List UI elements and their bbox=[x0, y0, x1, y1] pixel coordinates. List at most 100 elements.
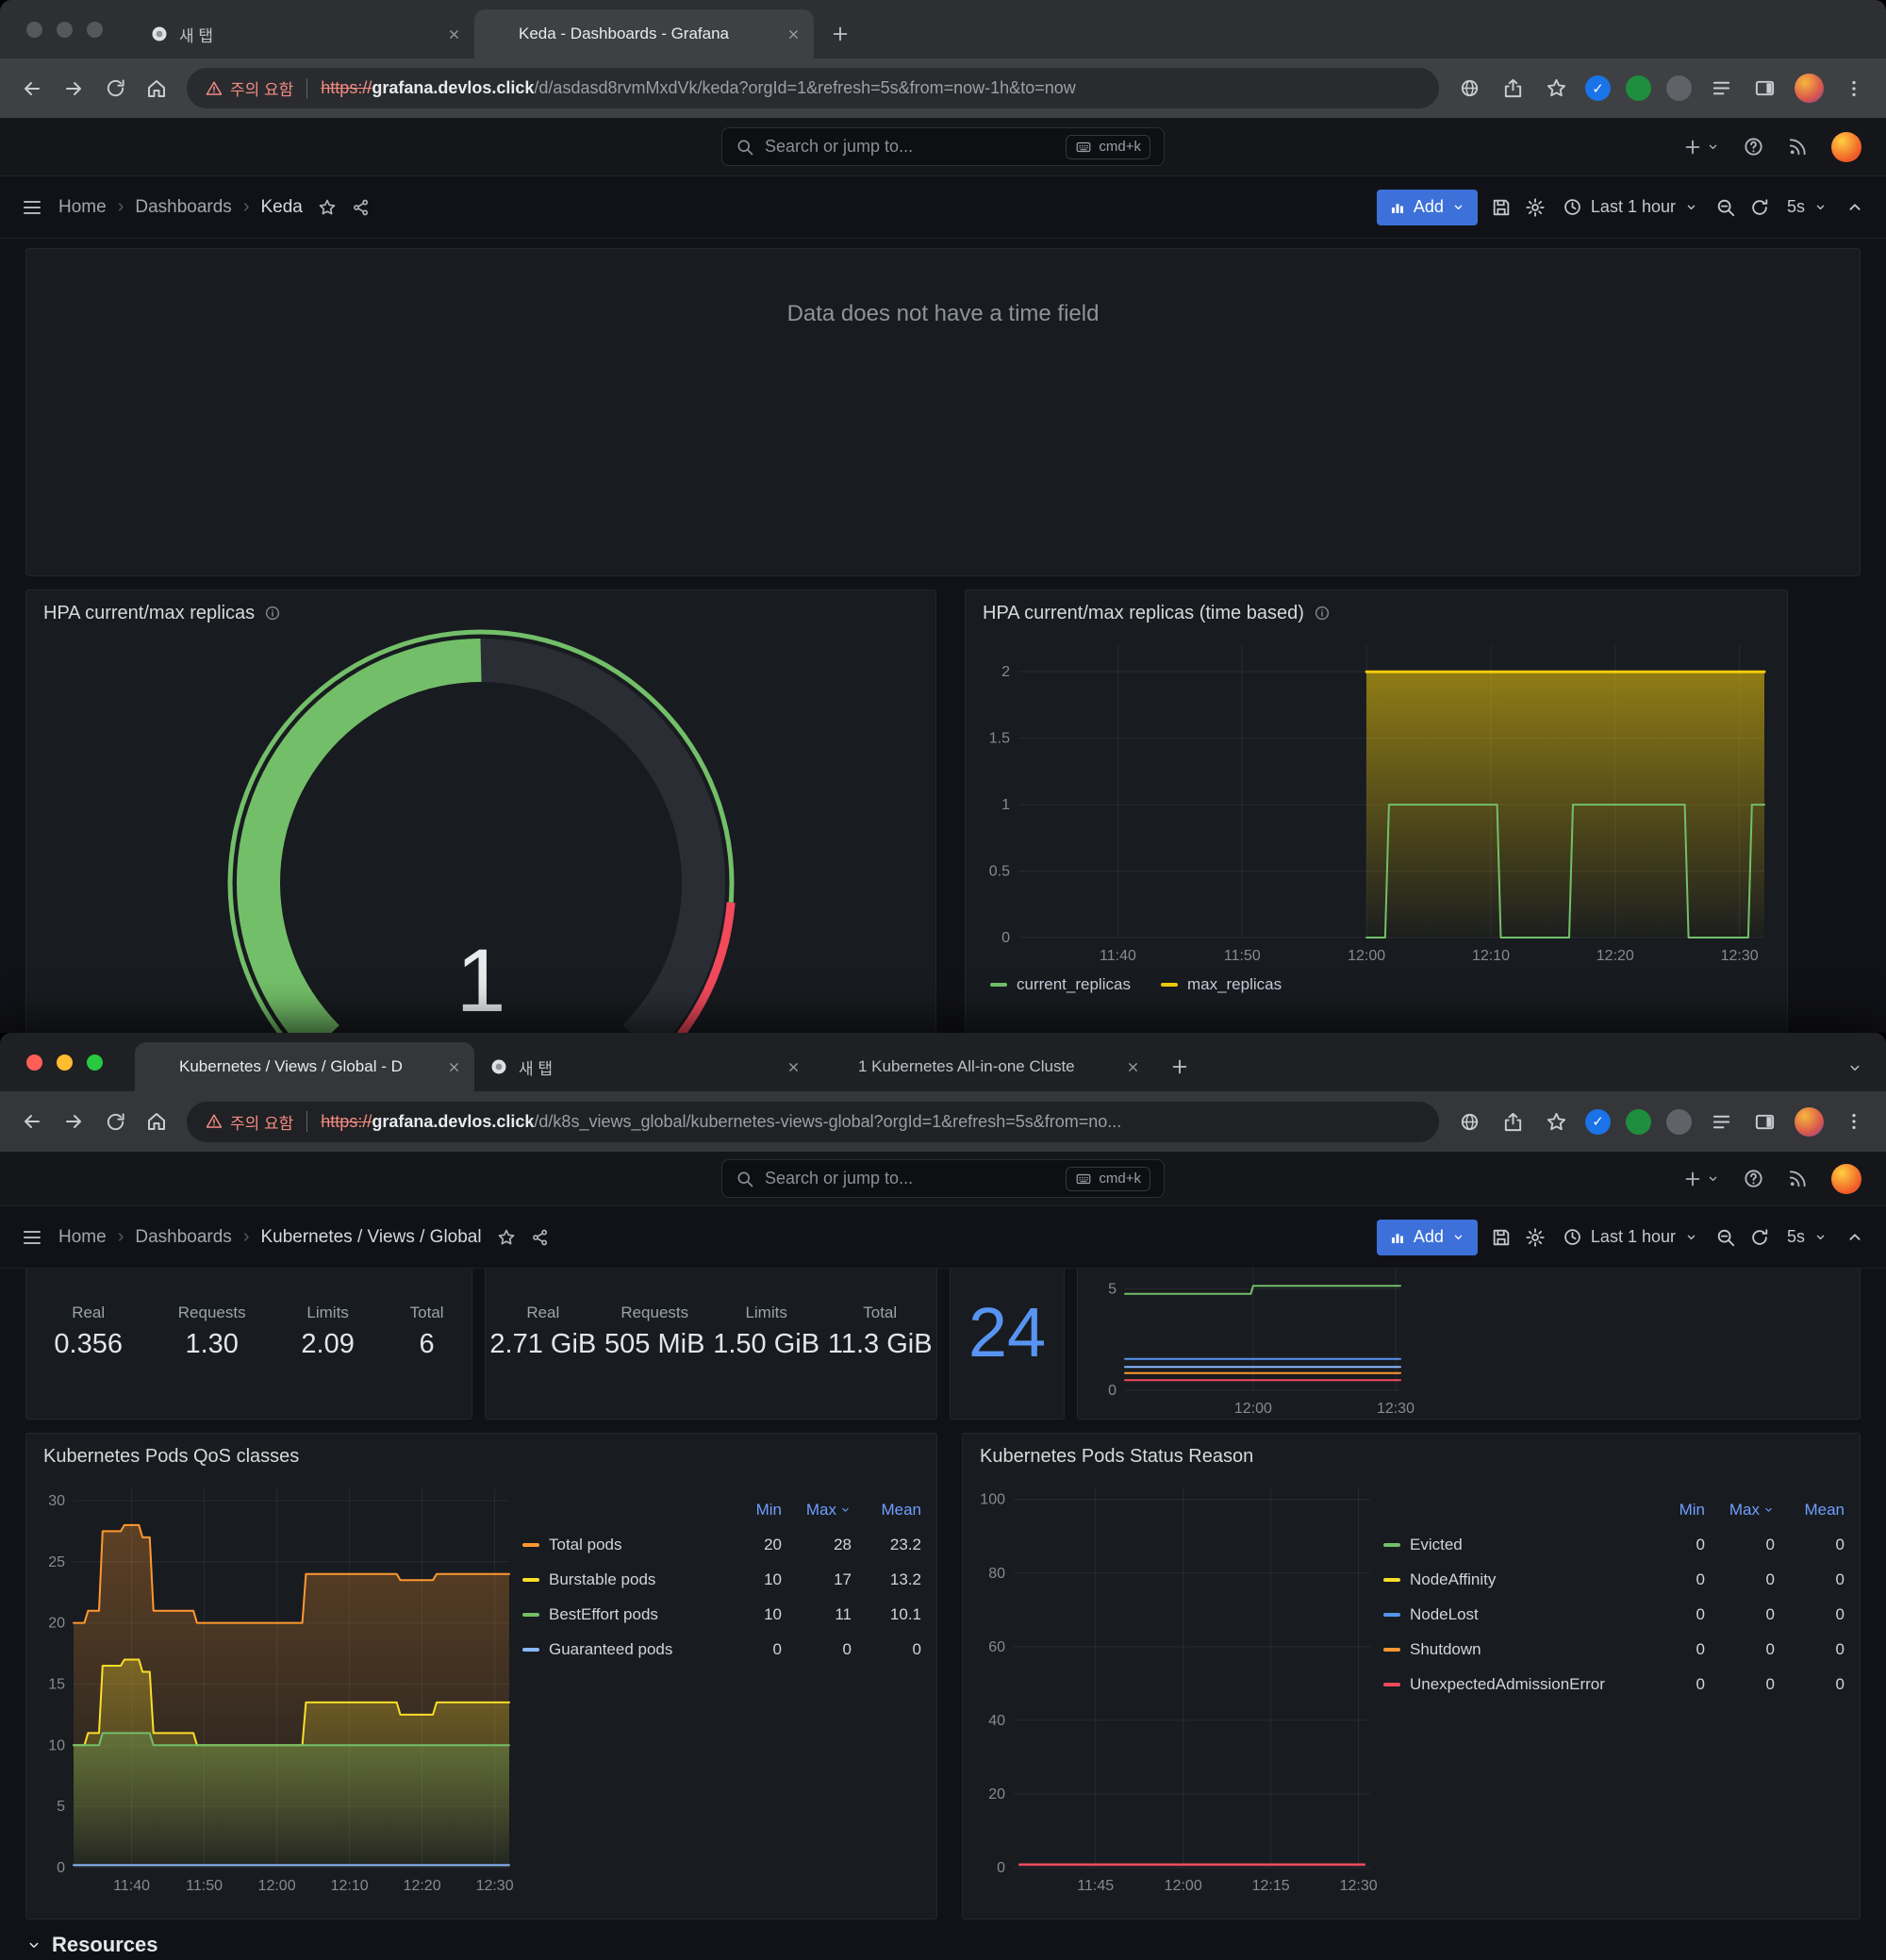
qos-chart[interactable]: 0 5 10 15 20 25 30 11:40 11:50 12:00 12:10 12:20 12:… bbox=[36, 1479, 522, 1900]
section-resources[interactable]: Resources bbox=[25, 1933, 1861, 1957]
tab-kubernetes-cluster[interactable]: 1 Kubernetes All-in-one Cluste bbox=[814, 1042, 1153, 1091]
translate-icon[interactable] bbox=[1448, 1101, 1490, 1142]
mega-menu-toggle[interactable] bbox=[21, 196, 43, 219]
resource-mini-chart[interactable]: 0 5 12:00 12:30 bbox=[1097, 1269, 1414, 1417]
legend-row[interactable]: Total pods 20 28 23.2 bbox=[522, 1527, 921, 1562]
extension-badge-icon[interactable] bbox=[1626, 75, 1651, 101]
tab-keda-dashboard[interactable]: Keda - Dashboards - Grafana bbox=[474, 9, 814, 58]
panel-title[interactable]: Kubernetes Pods Status Reason bbox=[980, 1445, 1254, 1467]
legend-sort-max[interactable]: Max bbox=[1705, 1501, 1775, 1520]
minimize-window-button[interactable] bbox=[57, 21, 73, 38]
user-avatar[interactable] bbox=[1831, 1163, 1861, 1194]
legend-label[interactable]: Evicted bbox=[1410, 1535, 1463, 1553]
browser-menu-kebab-icon[interactable] bbox=[1833, 68, 1875, 109]
close-window-button[interactable] bbox=[26, 1054, 42, 1071]
legend-sort-min[interactable]: Min bbox=[755, 1500, 782, 1519]
favorite-dashboard-icon[interactable] bbox=[497, 1228, 516, 1247]
legend-item[interactable]: current_replicas bbox=[990, 975, 1131, 994]
panel-status-reason[interactable]: Kubernetes Pods Status Reason 0 20 40 60 80 1… bbox=[962, 1433, 1861, 1919]
create-menu-button[interactable] bbox=[1682, 1169, 1720, 1189]
panel-resource-mini-chart[interactable]: 0 5 12:00 12:30 bbox=[1077, 1269, 1861, 1420]
tab-close-icon[interactable] bbox=[782, 1055, 804, 1078]
split-view-icon[interactable] bbox=[1744, 68, 1785, 109]
bookmark-star-icon[interactable] bbox=[1535, 1101, 1577, 1142]
hpa-gauge-chart[interactable]: 1 bbox=[34, 629, 928, 1033]
zoom-window-button[interactable] bbox=[87, 1054, 103, 1071]
share-icon[interactable] bbox=[1492, 68, 1533, 109]
legend-label[interactable]: Total pods bbox=[549, 1535, 622, 1553]
news-icon[interactable] bbox=[1787, 1168, 1809, 1189]
tab-search-button[interactable] bbox=[1846, 1059, 1863, 1076]
reading-list-icon[interactable] bbox=[1700, 1101, 1742, 1142]
legend-sort-mean[interactable]: Mean bbox=[1804, 1500, 1845, 1519]
time-range-picker[interactable]: Last 1 hour bbox=[1559, 1220, 1702, 1255]
legend-label[interactable]: BestEffort pods bbox=[549, 1604, 658, 1623]
legend-label[interactable]: Burstable pods bbox=[549, 1570, 656, 1588]
zoom-out-time-button[interactable] bbox=[1715, 197, 1736, 218]
zoom-out-time-button[interactable] bbox=[1715, 1227, 1736, 1248]
collapse-toolbar-icon[interactable] bbox=[1845, 197, 1865, 218]
tab-close-icon[interactable] bbox=[442, 23, 465, 45]
panel-header[interactable]: HPA current/max replicas bbox=[26, 590, 935, 636]
panel-title[interactable]: HPA current/max replicas bbox=[43, 602, 256, 623]
add-panel-button[interactable]: Add bbox=[1376, 1219, 1478, 1255]
forward-button[interactable] bbox=[53, 68, 94, 109]
tab-new-tab[interactable]: 새 탭 bbox=[135, 9, 474, 58]
refresh-dashboard-button[interactable] bbox=[1749, 197, 1770, 218]
tab-close-icon[interactable] bbox=[782, 23, 804, 45]
home-button[interactable] bbox=[136, 68, 177, 109]
breadcrumb-home[interactable]: Home bbox=[58, 1226, 107, 1247]
legend-row[interactable]: Guaranteed pods 0 0 0 bbox=[522, 1632, 921, 1667]
legend-label[interactable]: UnexpectedAdmissionError bbox=[1410, 1674, 1605, 1693]
status-reason-chart[interactable]: 0 20 40 60 80 100 11:45 12:00 12:15 12:30 bbox=[972, 1479, 1383, 1900]
legend-label[interactable]: Shutdown bbox=[1410, 1639, 1481, 1658]
site-warning[interactable]: 주의 요함 bbox=[206, 1110, 293, 1134]
refresh-interval-picker[interactable]: 5s bbox=[1783, 1220, 1831, 1255]
search-input[interactable]: Search or jump to... cmd+k bbox=[721, 127, 1165, 166]
panel-header[interactable]: HPA current/max replicas (time based) bbox=[966, 590, 1787, 636]
reading-list-icon[interactable] bbox=[1700, 68, 1742, 109]
profile-avatar[interactable] bbox=[1795, 74, 1824, 103]
forward-button[interactable] bbox=[53, 1101, 94, 1142]
legend-row[interactable]: Evicted 0 0 0 bbox=[1383, 1527, 1845, 1562]
legend-sort-mean[interactable]: Mean bbox=[881, 1500, 921, 1519]
dashboard-settings-button[interactable] bbox=[1525, 1227, 1546, 1248]
back-button[interactable] bbox=[11, 68, 53, 109]
profile-avatar[interactable] bbox=[1795, 1106, 1824, 1137]
reload-button[interactable] bbox=[94, 1101, 136, 1142]
share-dashboard-icon[interactable] bbox=[352, 198, 371, 217]
tab-new-tab[interactable]: 새 탭 bbox=[474, 1042, 814, 1091]
extension-badge-icon[interactable] bbox=[1626, 1108, 1651, 1135]
password-check-badge-icon[interactable]: ✓ bbox=[1585, 1108, 1611, 1135]
translate-icon[interactable] bbox=[1448, 68, 1490, 109]
address-bar[interactable]: 주의 요함 https://grafana.devlos.click/d/asd… bbox=[187, 68, 1439, 108]
mega-menu-toggle[interactable] bbox=[21, 1226, 43, 1249]
minimize-window-button[interactable] bbox=[57, 1054, 73, 1071]
panel-title[interactable]: HPA current/max replicas (time based) bbox=[983, 602, 1304, 623]
split-view-icon[interactable] bbox=[1744, 1101, 1785, 1142]
extension-badge-2-icon[interactable] bbox=[1666, 1108, 1692, 1135]
favorite-dashboard-icon[interactable] bbox=[318, 198, 337, 217]
close-window-button[interactable] bbox=[26, 21, 42, 38]
address-bar[interactable]: 주의 요함 https://grafana.devlos.click/d/k8s… bbox=[187, 1101, 1439, 1142]
legend-label[interactable]: Guaranteed pods bbox=[549, 1639, 673, 1658]
info-icon[interactable] bbox=[1314, 605, 1331, 622]
share-icon[interactable] bbox=[1492, 1101, 1533, 1142]
dashboard-settings-button[interactable] bbox=[1525, 197, 1546, 218]
add-panel-button[interactable]: Add bbox=[1376, 189, 1478, 225]
panel-cpu-stats[interactable]: Real 0.356 Requests 1.30 Limits 2.09 Total 6 bbox=[25, 1269, 472, 1420]
breadcrumb-dashboards[interactable]: Dashboards bbox=[135, 196, 232, 217]
grafana-logo[interactable] bbox=[25, 130, 58, 164]
help-icon[interactable] bbox=[1743, 136, 1764, 158]
back-button[interactable] bbox=[11, 1101, 53, 1142]
legend-row[interactable]: NodeLost 0 0 0 bbox=[1383, 1597, 1845, 1632]
help-icon[interactable] bbox=[1743, 1168, 1764, 1189]
panel-no-time-field[interactable]: Data does not have a time field bbox=[25, 248, 1861, 576]
news-icon[interactable] bbox=[1787, 136, 1809, 158]
info-icon[interactable] bbox=[264, 605, 281, 622]
search-input[interactable]: Search or jump to... cmd+k bbox=[721, 1159, 1165, 1198]
share-dashboard-icon[interactable] bbox=[531, 1228, 550, 1247]
panel-ram-stats[interactable]: Real 2.71 GiB Requests 505 MiB Limits 1.50 … bbox=[485, 1269, 937, 1420]
panel-pod-count[interactable]: 24 bbox=[950, 1269, 1065, 1420]
